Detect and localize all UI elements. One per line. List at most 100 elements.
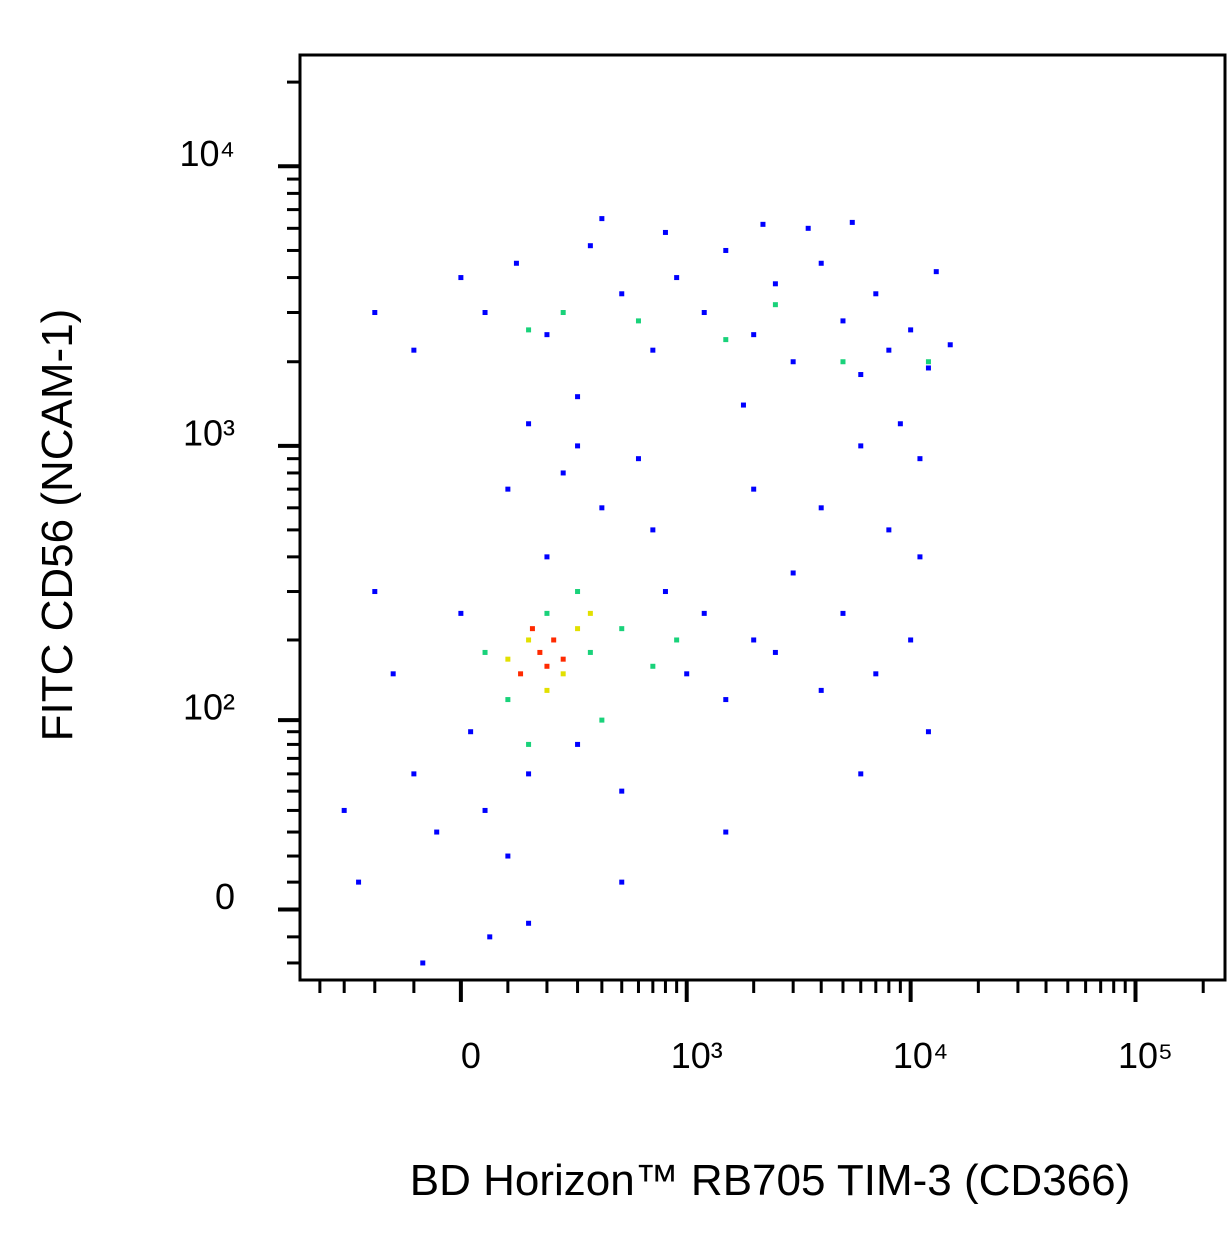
event-dot <box>917 456 923 462</box>
y-axis-label: FITC CD56 (NCAM-1) <box>33 309 82 742</box>
event-dot <box>723 247 729 253</box>
plot-frame <box>298 53 1227 982</box>
event-dot <box>482 310 488 316</box>
event-dot <box>505 656 511 662</box>
event-dot <box>805 225 811 231</box>
event-dot <box>840 610 846 616</box>
event-dot <box>886 347 892 353</box>
event-dot <box>560 656 566 662</box>
y-tick-label: 10² <box>183 687 235 728</box>
event-dot <box>897 421 903 427</box>
event-dot <box>635 456 641 462</box>
event-dot <box>650 347 656 353</box>
event-dot <box>468 729 474 735</box>
event-dot <box>544 554 550 560</box>
event-dot <box>537 649 543 655</box>
event-dot <box>751 486 757 492</box>
event-dot <box>908 637 914 643</box>
event-dot <box>411 347 417 353</box>
event-dot <box>818 260 824 266</box>
event-dot <box>529 626 535 632</box>
event-dot <box>635 318 641 324</box>
event-dot <box>684 671 690 677</box>
event-dot <box>873 671 879 677</box>
event-dot <box>858 771 864 777</box>
event-dot <box>587 243 593 249</box>
event-dot <box>487 934 493 940</box>
event-dot <box>873 291 879 297</box>
event-dot <box>544 663 550 669</box>
event-dot <box>925 359 931 365</box>
event-dot <box>420 960 426 966</box>
event-dot <box>858 443 864 449</box>
event-dot <box>619 626 625 632</box>
event-dot <box>790 570 796 576</box>
event-dot <box>772 649 778 655</box>
event-dot <box>372 589 378 595</box>
event-dot <box>411 771 417 777</box>
event-dot <box>751 332 757 338</box>
event-dot <box>701 610 707 616</box>
event-dot <box>723 337 729 343</box>
event-dot <box>662 229 668 235</box>
event-dot <box>551 637 557 643</box>
event-dot <box>933 269 939 275</box>
event-dot <box>917 554 923 560</box>
event-dot <box>599 717 605 723</box>
event-dot <box>701 310 707 316</box>
y-tick-label: 10⁴ <box>179 133 235 174</box>
event-dot <box>587 649 593 655</box>
event-dot <box>505 486 511 492</box>
event-dot <box>518 671 524 677</box>
event-dot <box>482 807 488 813</box>
event-dot <box>341 807 347 813</box>
event-dot <box>858 372 864 378</box>
event-dot <box>526 920 532 926</box>
event-dot <box>650 527 656 533</box>
event-dot <box>526 637 532 643</box>
event-dot <box>840 318 846 324</box>
event-dot <box>356 879 362 885</box>
x-tick-label: 10³ <box>671 1035 723 1076</box>
event-dot <box>526 327 532 333</box>
event-dot <box>818 505 824 511</box>
event-dot <box>818 687 824 693</box>
x-tick-label: 0 <box>461 1035 481 1076</box>
event-dot <box>925 365 931 371</box>
event-dot <box>560 671 566 677</box>
event-dot <box>886 527 892 533</box>
event-dot <box>458 275 464 281</box>
event-dot <box>849 219 855 225</box>
event-dot <box>723 697 729 703</box>
event-dot <box>513 260 519 266</box>
y-tick-label: 10³ <box>183 412 235 453</box>
event-dot <box>526 421 532 427</box>
event-dot <box>560 310 566 316</box>
event-dot <box>390 671 396 677</box>
event-dot <box>674 637 680 643</box>
event-dot <box>619 291 625 297</box>
event-dot <box>458 610 464 616</box>
event-dot <box>674 275 680 281</box>
event-dot <box>772 302 778 308</box>
event-dot <box>505 853 511 859</box>
x-axis-label: BD Horizon™ RB705 TIM-3 (CD366) <box>410 1156 1131 1205</box>
event-dot <box>575 741 581 747</box>
x-tick-label: 10⁵ <box>1118 1035 1173 1076</box>
event-dot <box>544 687 550 693</box>
event-dot <box>526 771 532 777</box>
event-dot <box>505 697 511 703</box>
event-dot <box>544 332 550 338</box>
event-dot <box>372 310 378 316</box>
event-dot <box>650 663 656 669</box>
event-dot <box>575 626 581 632</box>
event-dot <box>575 394 581 400</box>
event-dot <box>575 443 581 449</box>
event-dot <box>751 637 757 643</box>
x-tick-label: 10⁴ <box>893 1035 949 1076</box>
event-dot <box>619 879 625 885</box>
event-dot <box>947 342 953 348</box>
event-dot <box>760 221 766 227</box>
event-dot <box>925 729 931 735</box>
